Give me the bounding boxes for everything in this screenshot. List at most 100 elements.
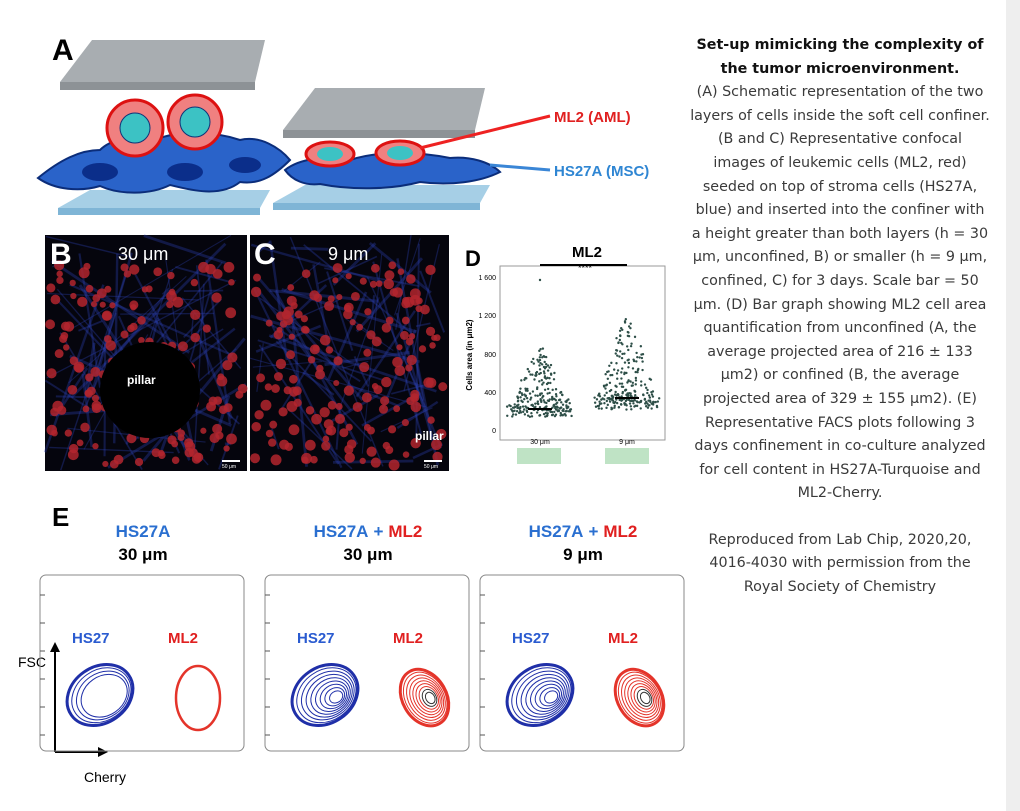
dot	[618, 398, 621, 402]
thumbnail	[517, 448, 561, 464]
title-part: ML2	[603, 522, 637, 541]
dot	[641, 360, 644, 363]
dot	[567, 410, 571, 413]
cell	[310, 455, 318, 464]
dot	[538, 405, 542, 409]
cell	[129, 322, 138, 331]
dot	[619, 403, 623, 406]
cell	[352, 402, 363, 413]
cell	[265, 319, 273, 327]
dot	[615, 336, 618, 340]
cell	[326, 425, 337, 436]
dot	[554, 388, 558, 391]
plot-frame	[479, 574, 685, 752]
contour	[296, 667, 357, 724]
dot	[604, 372, 607, 376]
dot	[546, 412, 549, 415]
dot	[649, 400, 652, 404]
cell	[301, 456, 309, 464]
cell	[378, 404, 389, 414]
dot	[625, 345, 629, 348]
dot	[630, 408, 633, 411]
dot	[618, 355, 621, 358]
cell	[123, 270, 132, 278]
dot	[616, 354, 619, 357]
dot	[612, 401, 615, 404]
cell	[226, 433, 237, 445]
cell	[382, 441, 391, 450]
cell	[130, 304, 137, 311]
cell	[92, 442, 99, 450]
plot-frame	[264, 574, 470, 752]
dot	[640, 384, 643, 387]
dot	[570, 414, 573, 418]
dot	[644, 405, 648, 408]
dot	[618, 382, 622, 385]
contour	[421, 688, 438, 707]
dot	[628, 402, 632, 405]
dot	[543, 355, 546, 358]
dot	[597, 393, 601, 396]
cell	[410, 389, 420, 400]
cell	[109, 302, 116, 309]
cell	[350, 291, 360, 301]
dot	[506, 414, 509, 417]
dot	[525, 410, 529, 414]
caption-body: (A) Schematic representation of the two …	[690, 84, 990, 502]
dot	[617, 341, 620, 345]
cell	[206, 401, 217, 412]
dot	[538, 372, 541, 376]
dot	[645, 400, 648, 404]
cell	[228, 279, 235, 286]
dot	[555, 395, 558, 398]
dot	[548, 391, 551, 395]
dot	[633, 335, 637, 339]
pointer	[489, 163, 551, 172]
cell	[46, 424, 58, 436]
cell	[359, 362, 370, 373]
dot	[544, 411, 548, 415]
dot	[617, 406, 621, 409]
dot	[538, 364, 541, 367]
cell	[253, 273, 261, 282]
fiber	[257, 277, 364, 401]
cell	[205, 263, 216, 275]
dot	[564, 410, 567, 413]
dot	[633, 405, 636, 408]
dot	[543, 360, 546, 364]
scale-label: 50 μm	[424, 464, 438, 470]
cell	[158, 449, 165, 457]
dot	[536, 394, 539, 397]
contour	[319, 683, 348, 710]
fiber	[366, 276, 427, 408]
dot	[628, 391, 631, 395]
dot	[513, 409, 516, 412]
dot	[505, 405, 509, 408]
cell	[345, 273, 352, 280]
fiber	[391, 382, 431, 395]
dot	[630, 342, 633, 345]
dot	[643, 397, 647, 401]
cell	[250, 453, 261, 464]
dot	[526, 367, 529, 371]
y-axis-label: FSC	[18, 654, 46, 670]
significance: ****	[578, 263, 593, 273]
dot	[635, 404, 639, 408]
y-tick-label: 800	[484, 352, 496, 359]
cell	[305, 406, 315, 415]
dot	[551, 397, 554, 400]
dot	[619, 326, 623, 330]
dot	[611, 373, 614, 377]
dot	[632, 402, 635, 405]
cell	[307, 356, 316, 364]
cell	[168, 288, 176, 296]
cell	[113, 454, 124, 465]
dot	[538, 358, 542, 362]
dot	[638, 356, 641, 359]
cell	[171, 456, 180, 465]
dot	[531, 390, 535, 393]
cell	[311, 413, 322, 425]
dot	[657, 397, 661, 400]
cell	[194, 452, 202, 459]
pointer	[419, 114, 551, 150]
